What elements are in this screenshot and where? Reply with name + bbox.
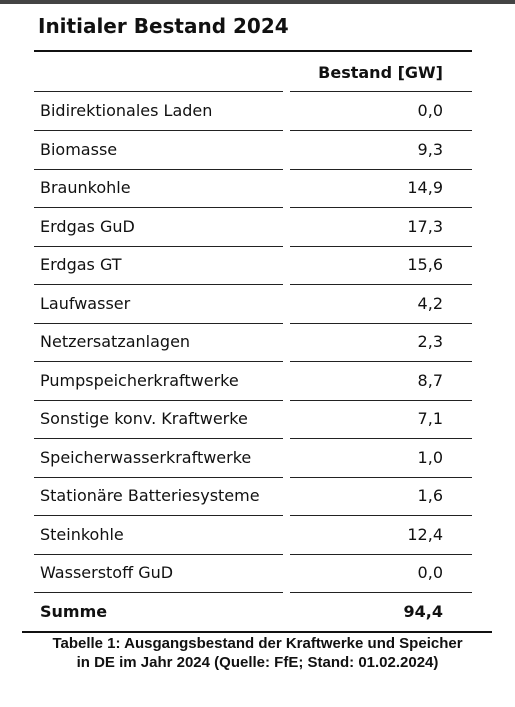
row-rule — [34, 515, 283, 516]
row-label: Wasserstoff GuD — [40, 563, 174, 582]
row-rule — [290, 323, 472, 324]
row-rule — [34, 361, 283, 362]
row-rule — [290, 169, 472, 170]
row-rule — [34, 169, 283, 170]
row-label: Biomasse — [40, 139, 118, 159]
row-rule — [34, 438, 283, 439]
row-label: Braunkohle — [40, 178, 131, 197]
row-label: Netzersatzanlagen — [40, 332, 191, 351]
row-label: Erdgas GuD — [40, 216, 135, 236]
row-value: 15,6 — [407, 255, 443, 274]
row-label: Laufwasser — [40, 293, 131, 313]
row-label: Steinkohle — [40, 524, 124, 544]
row-value: 8,7 — [417, 370, 443, 390]
row-label: Erdgas GT — [40, 255, 122, 274]
row-rule — [290, 91, 472, 92]
row-value: 2,3 — [417, 332, 443, 351]
row-rule — [290, 400, 472, 401]
table-title: Initialer Bestand 2024 — [38, 14, 289, 38]
row-value: 9,3 — [417, 139, 443, 159]
total-value: 94,4 — [403, 601, 443, 621]
title-rule — [34, 50, 472, 52]
top-bar — [0, 0, 515, 4]
row-value: 0,0 — [417, 101, 443, 120]
row-value: 1,0 — [417, 447, 443, 467]
bottom-rule — [22, 631, 492, 633]
row-value: 4,2 — [417, 293, 443, 313]
row-value: 1,6 — [417, 486, 443, 505]
row-rule — [34, 592, 283, 593]
row-rule — [290, 438, 472, 439]
row-rule — [290, 477, 472, 478]
row-rule — [34, 554, 283, 555]
row-rule — [34, 477, 283, 478]
row-rule — [290, 246, 472, 247]
row-rule — [290, 207, 472, 208]
row-rule — [34, 91, 283, 92]
row-rule — [290, 361, 472, 362]
row-value: 14,9 — [407, 178, 443, 197]
row-rule — [290, 515, 472, 516]
row-rule — [290, 130, 472, 131]
total-label: Summe — [40, 601, 108, 621]
caption-line: in DE im Jahr 2024 (Quelle: FfE; Stand: … — [76, 654, 439, 671]
row-rule — [290, 284, 472, 285]
caption-line: Tabelle 1: Ausgangsbestand der Kraftwerk… — [52, 635, 463, 652]
row-rule — [290, 592, 472, 593]
row-label: Pumpspeicherkraftwerke — [40, 370, 239, 390]
row-rule — [34, 246, 283, 247]
caption: Tabelle 1: Ausgangsbestand der Kraftwerk… — [0, 634, 515, 672]
row-rule — [34, 207, 283, 208]
row-label: Sonstige konv. Kraftwerke — [40, 409, 248, 428]
row-label: Speicherwasserkraftwerke — [40, 447, 252, 467]
row-rule — [34, 400, 283, 401]
row-rule — [34, 130, 283, 131]
row-label: Stationäre Batteriesysteme — [40, 486, 260, 505]
row-value: 7,1 — [417, 409, 443, 428]
row-value: 0,0 — [417, 563, 443, 582]
row-rule — [290, 554, 472, 555]
row-value: 12,4 — [407, 524, 443, 544]
row-value: 17,3 — [407, 216, 443, 236]
column-header: Bestand [GW] — [318, 63, 443, 82]
row-rule — [34, 323, 283, 324]
row-rule — [34, 284, 283, 285]
row-label: Bidirektionales Laden — [40, 101, 213, 120]
